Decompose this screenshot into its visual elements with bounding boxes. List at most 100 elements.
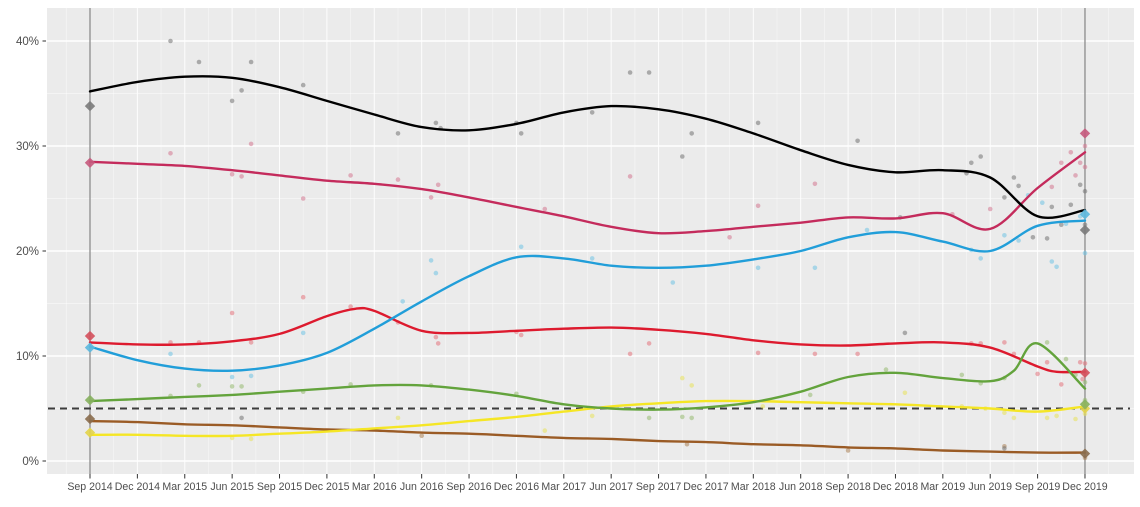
series-black-poll-dot (1002, 446, 1007, 451)
series-crimson-poll-dot (395, 177, 401, 182)
x-axis-labels: Sep 2014 Dec 2014 Mar 2015 Jun 2015 Sep 2015… (67, 481, 1107, 493)
series-black-poll-dot (627, 70, 633, 75)
series-green-poll-dot (1082, 380, 1088, 385)
x-axis-label: Mar 2016 (352, 481, 397, 493)
series-crimson-poll-dot (1082, 143, 1088, 149)
x-axis-label: Mar 2017 (541, 481, 586, 493)
series-blue-poll-dot (1082, 250, 1088, 256)
y-axis-label: 30% (16, 141, 39, 153)
x-axis-label: Sep 2015 (257, 481, 302, 493)
series-red-poll-dot (1080, 376, 1085, 382)
series-red-poll-dot (229, 310, 235, 316)
series-crimson-poll-dot (1082, 164, 1088, 170)
series-blue-poll-dot (670, 280, 676, 285)
series-black-poll-dot (1030, 235, 1036, 240)
series-brown-result-diamond (84, 413, 96, 425)
series-green-poll-dot (646, 415, 652, 421)
series-black-poll-dot (518, 131, 524, 136)
series-black-poll-dot (1011, 175, 1017, 180)
series-red-poll-dot (627, 351, 633, 357)
series-brown-result-diamond (1079, 448, 1091, 459)
series-blue-poll-dot (864, 227, 870, 233)
series-red-poll-dot (518, 332, 524, 338)
series-black-poll-dot (969, 160, 974, 166)
series-black-poll-dot (902, 330, 908, 336)
x-axis-label: Sep 2016 (446, 481, 491, 493)
series-red-poll-dot (755, 350, 761, 356)
y-axis-label: 20% (16, 246, 39, 258)
x-axis-label: Mar 2019 (920, 481, 965, 493)
series-yellow-poll-dot (680, 375, 685, 381)
series-green-poll-dot (239, 384, 244, 389)
series-green-poll-dot (229, 384, 235, 389)
series-yellow-poll-dot (689, 383, 694, 388)
y-axis-label: 0% (22, 456, 39, 468)
series-crimson-result-diamond (84, 157, 96, 168)
x-axis-label: Jun 2018 (779, 481, 823, 493)
y-axis-label: 10% (16, 351, 39, 363)
axis-ticks (42, 40, 1086, 479)
series-black-poll-dot (168, 38, 173, 44)
series-red-poll-dot (1044, 360, 1050, 365)
series-black-poll-dot (1077, 182, 1083, 188)
y-axis-label: 40% (16, 36, 39, 48)
x-axis-label: Sep 2014 (67, 481, 112, 493)
series-blue-result-diamond (1079, 209, 1091, 220)
series-black-poll-dot (395, 131, 401, 136)
series-yellow-poll-dot (902, 390, 908, 396)
series-green-result-diamond (1079, 399, 1091, 410)
series-green-poll-dot (883, 367, 889, 372)
series-yellow-poll-dot (248, 436, 254, 442)
series-green-trend-line (88, 342, 1087, 411)
series-yellow-trend-line (88, 399, 1087, 438)
series-black-poll-dot (1049, 204, 1055, 210)
series-crimson-poll-dot (348, 173, 353, 178)
series-crimson-poll-dot (1073, 173, 1078, 178)
series-green-poll-dot (1044, 340, 1050, 345)
x-axis-label: Sep 2019 (1015, 481, 1060, 493)
series-crimson-poll-dot (239, 174, 244, 179)
series-crimson-poll-dot (1049, 184, 1055, 190)
result-diamonds (84, 100, 1091, 459)
series-red-poll-dot (435, 341, 441, 346)
series-yellow-poll-dot (589, 413, 595, 419)
series-yellow-poll-dot (542, 428, 548, 433)
series-black-result-diamond (84, 100, 96, 112)
series-red-trend-line (88, 306, 1087, 374)
series-blue-poll-dot (433, 270, 439, 276)
series-black-poll-dot (680, 154, 685, 159)
series-red-poll-dot (300, 294, 306, 300)
series-yellow-poll-dot (1054, 413, 1059, 419)
series-black-poll-dot (1002, 195, 1007, 200)
series-blue-poll-dot (229, 374, 235, 380)
series-red-poll-dot (1082, 361, 1088, 366)
plot-panel (47, 8, 1134, 474)
series-red-poll-dot (812, 351, 818, 357)
series-crimson-poll-dot (229, 172, 235, 177)
x-axis-label: Mar 2018 (731, 481, 776, 493)
x-axis-label: Jun 2017 (589, 481, 633, 493)
x-axis-label: Dec 2016 (494, 481, 539, 493)
series-brown-poll-dot (684, 441, 690, 447)
series-crimson-poll-dot (987, 206, 993, 212)
series-crimson-poll-dot (727, 235, 732, 240)
series-blue-poll-dot (589, 256, 595, 261)
series-black-poll-dot (1016, 183, 1021, 189)
series-red-result-diamond (84, 330, 96, 342)
series-blue-poll-dot (168, 351, 173, 357)
series-green-poll-dot (196, 383, 202, 388)
series-blue-poll-dot (755, 265, 761, 271)
y-axis-labels: 0% 10% 20% 30% 40% (16, 36, 39, 468)
series-blue-poll-dot (428, 258, 434, 263)
series-crimson-poll-dot (1059, 160, 1064, 166)
x-axis-label: Jun 2015 (210, 481, 254, 493)
x-axis-label: Jun 2019 (968, 481, 1012, 493)
x-axis-label: Sep 2017 (636, 481, 681, 493)
series-black-poll-dot (433, 120, 439, 126)
series-blue-poll-dot (812, 265, 818, 271)
series-black-poll-dot (1044, 236, 1050, 241)
x-axis-label: Sep 2018 (825, 481, 870, 493)
series-black-poll-dot (646, 70, 652, 75)
